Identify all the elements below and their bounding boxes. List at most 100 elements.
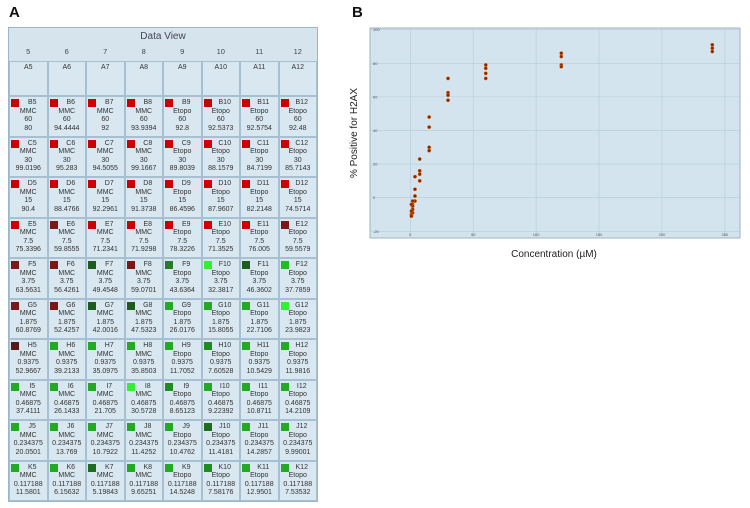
well-swatch	[88, 423, 96, 431]
well-name: J6	[67, 423, 75, 430]
well-value: 11.4252	[131, 448, 157, 456]
well-name: H6	[66, 342, 76, 349]
well-cell: A8	[124, 61, 163, 96]
well-cell: K8 MMC 0.117188 9.65251	[124, 460, 163, 501]
well-cell: G5 MMC 1.875 60.8769	[9, 298, 48, 339]
well-cell: K11 Etopo 0.117188 12.9501	[240, 460, 279, 501]
well-name: E5	[27, 220, 37, 228]
well-value: 35.0975	[92, 367, 118, 375]
well-concentration: 60	[293, 116, 302, 124]
well-cell: G7 MMC 1.875 42.0016	[86, 298, 125, 339]
data-point	[559, 63, 564, 67]
well-name: H5	[27, 342, 37, 349]
data-point	[483, 76, 488, 81]
well-name: I8	[144, 382, 151, 390]
well-value: 7.53532	[285, 489, 311, 497]
well-concentration: 7.5	[254, 237, 265, 245]
well-drug: Etopo	[250, 391, 269, 399]
well-name: C6	[66, 139, 76, 147]
well-drug: MMC	[135, 229, 153, 237]
data-point	[427, 148, 432, 153]
well-value: 26.1433	[54, 408, 80, 416]
well-value: 52.9667	[15, 367, 41, 375]
well-cell: B12 Etopo 60 92.48	[278, 96, 317, 137]
well-value: 7.58176	[208, 489, 234, 497]
well-swatch	[88, 382, 96, 391]
well-name: C9	[181, 139, 191, 147]
column-header: 7	[103, 47, 108, 56]
well-name: A9	[177, 64, 187, 71]
well-drug: Etopo	[211, 148, 230, 156]
well-name: H12	[295, 342, 309, 349]
well-name: A6	[62, 64, 72, 71]
well-drug: MMC	[58, 431, 76, 439]
well-concentration: 0.117188	[52, 480, 82, 488]
well-cell: I9 Etopo 0.46875 8.65123	[163, 379, 202, 420]
well-swatch	[126, 342, 135, 350]
well-swatch	[242, 301, 250, 310]
well-name: F12	[295, 261, 308, 268]
well-drug: MMC	[19, 472, 37, 480]
well-name: A11	[253, 64, 266, 71]
well-value: 87.9607	[208, 205, 234, 213]
data-point	[710, 46, 715, 51]
well-cell: B7 MMC 60 92	[86, 96, 125, 137]
well-name: J10	[219, 423, 231, 430]
well-cell: B6 MMC 60 94.4444	[47, 96, 86, 137]
well-swatch	[165, 423, 173, 431]
data-point	[446, 98, 450, 103]
data-point	[413, 194, 417, 198]
data-point	[446, 76, 450, 81]
well-swatch	[49, 220, 58, 229]
well-concentration: 30	[62, 156, 71, 164]
well-concentration: 60	[62, 116, 71, 124]
well-concentration: 0.117188	[129, 480, 159, 488]
well-concentration: 7.5	[177, 237, 188, 245]
x-tick-label: 150	[596, 232, 603, 237]
data-point	[559, 51, 564, 56]
well-value: 92	[101, 124, 110, 132]
x-tick-label: 0	[409, 232, 412, 237]
well-cell: K6 MMC 0.117188 6.15632	[47, 460, 86, 501]
well-cell: A7	[86, 61, 125, 96]
well-value: 5.19843	[92, 489, 118, 497]
well-swatch	[280, 261, 289, 269]
well-concentration: 0.46875	[92, 399, 118, 407]
well-cell: J9 Etopo 0.234375 10.4762	[163, 420, 202, 461]
well-cell: B10 Etopo 60 92.5373	[201, 96, 240, 137]
well-swatch	[203, 463, 212, 472]
well-value: 71.3525	[208, 246, 234, 254]
data-point	[427, 145, 432, 150]
well-cell: D6 MMC 15 88.4766	[47, 177, 86, 218]
well-swatch	[165, 463, 173, 472]
well-swatch	[242, 180, 250, 188]
well-drug: MMC	[96, 391, 114, 399]
well-name: I6	[67, 382, 74, 390]
well-concentration: 7.5	[138, 237, 149, 245]
well-concentration: 0.9375	[248, 359, 270, 367]
well-cell: G6 MMC 1.875 52.4257	[47, 298, 86, 339]
well-value: 92.48	[288, 124, 307, 132]
well-swatch	[165, 220, 173, 229]
well-name: K8	[143, 463, 153, 471]
well-swatch	[49, 99, 58, 107]
well-drug: MMC	[19, 148, 37, 156]
well-concentration: 1.875	[173, 318, 192, 326]
well-drug: Etopo	[288, 148, 307, 156]
well-value: 56.4261	[54, 286, 80, 294]
well-drug: Etopo	[173, 350, 192, 358]
data-point	[417, 168, 422, 173]
well-value: 9.99001	[285, 448, 311, 456]
well-concentration: 1.875	[57, 318, 76, 326]
well-swatch	[242, 463, 250, 472]
well-name: D12	[295, 180, 309, 187]
well-concentration: 0.9375	[171, 359, 193, 367]
well-concentration: 0.46875	[169, 399, 195, 407]
well-swatch	[49, 180, 58, 188]
well-concentration: 0.234375	[206, 440, 236, 448]
well-name: I11	[258, 382, 268, 390]
well-value: 84.7199	[246, 165, 272, 173]
well-concentration: 0.9375	[94, 359, 116, 367]
well-concentration: 30	[255, 156, 264, 164]
well-name: C12	[295, 139, 309, 147]
